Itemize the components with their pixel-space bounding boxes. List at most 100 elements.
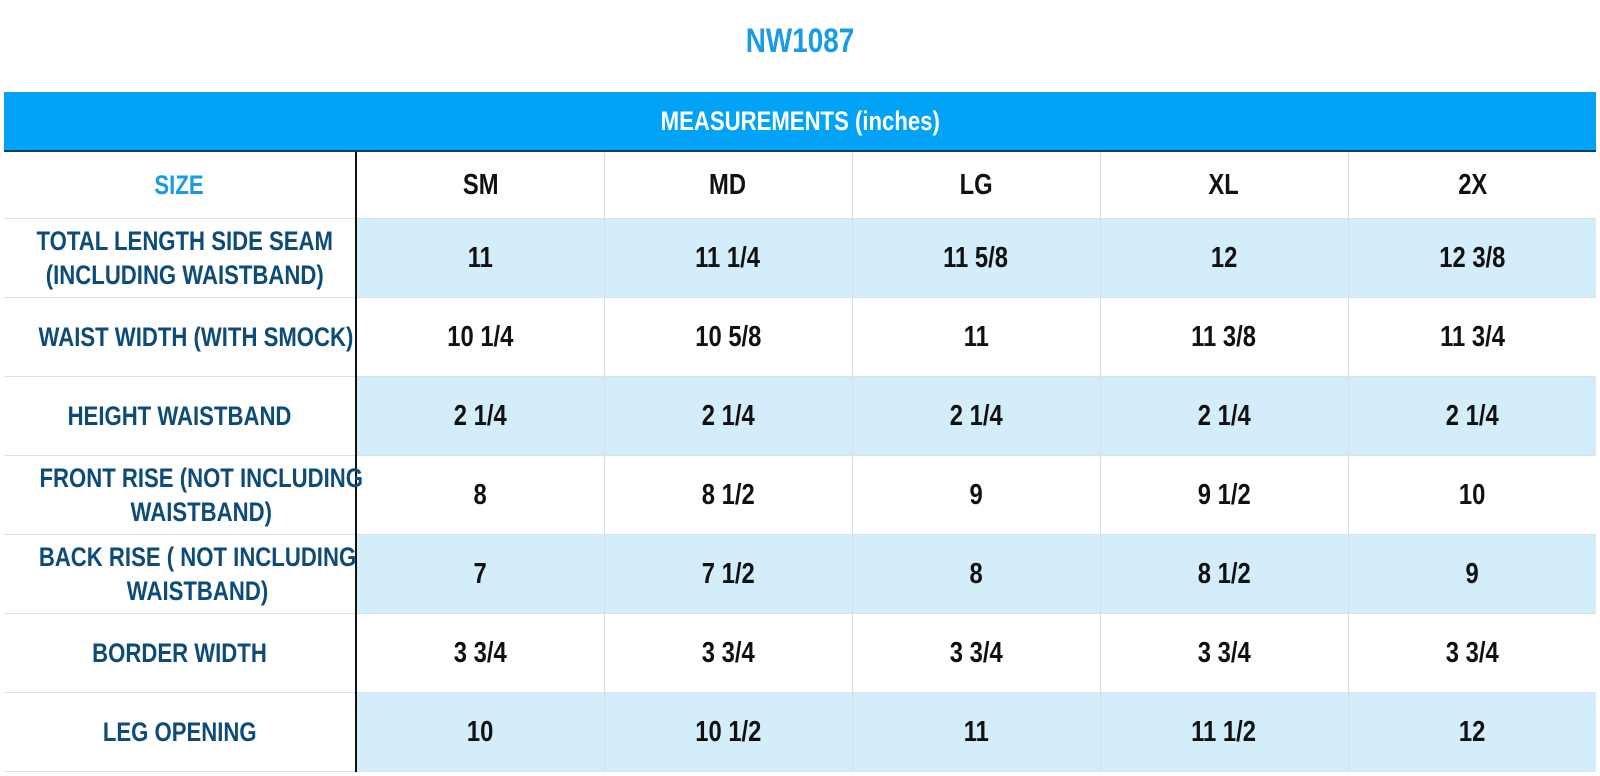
measurement-value: 11 [963,320,989,353]
measurement-value: 11 3/4 [1439,320,1505,353]
size-label: SIZE [154,170,205,200]
measurement-value-cell: 3 3/4 [1099,613,1348,693]
measurement-label-line: (INCLUDING WAISTBAND) [45,260,324,290]
measurement-value: 12 [1210,241,1238,274]
measurement-value-cell: 12 3/8 [1347,218,1597,298]
size-header-cell: SM [355,151,604,219]
measurement-value: 10 [1459,478,1486,511]
measurement-value-cell: 3 3/4 [851,613,1100,693]
measurement-value: 9 [1465,557,1479,590]
measurement-value: 3 3/4 [1445,636,1499,669]
measurement-label-line: WAIST WIDTH (WITH SMOCK) [38,322,354,352]
measurement-value-cell: 11 1/2 [1099,692,1348,772]
measurement-label-cell: BORDER WIDTH [4,613,357,693]
measurement-label-cell: HEIGHT WAISTBAND [4,376,357,456]
measurement-value: 3 3/4 [701,636,755,669]
measurement-value: 2 1/4 [453,399,507,432]
measurement-value: 11 [467,241,493,274]
size-header-row: SIZE SM MD LG XL 2X [4,151,1597,219]
measurement-value-cell: 8 [851,534,1100,614]
table-row: BACK RISE ( NOT INCLUDING WAISTBAND) 7 7 1/… [4,534,1597,614]
measurement-value-cell: 8 1/2 [603,455,852,535]
measurement-value: 10 1/2 [694,715,762,748]
size-header-cell: XL [1099,151,1348,219]
size-header: LG [959,168,993,201]
table-banner-row: MEASUREMENTS (inches) [4,92,1597,152]
measurement-label: WAIST WIDTH (WITH SMOCK) [39,320,354,354]
measurement-value-cell: 3 3/4 [355,613,604,693]
measurement-value-cell: 11 1/4 [603,218,852,298]
size-header: SM [462,168,499,201]
measurement-label-line: BACK RISE ( NOT INCLUDING [38,542,357,572]
size-header-cell: LG [851,151,1100,219]
measurement-label-cell: LEG OPENING [4,692,357,772]
table-row: LEG OPENING 10 10 1/2 11 11 1/2 12 [4,692,1597,772]
measurement-value: 8 [969,557,983,590]
size-header: 2X [1457,168,1487,201]
measurement-label-line: WAISTBAND) [130,497,272,527]
measurement-value: 11 1/2 [1191,715,1257,748]
measurement-value: 11 5/8 [943,241,1009,274]
measurement-value: 7 1/2 [701,557,755,590]
table-row: HEIGHT WAISTBAND 2 1/4 2 1/4 2 1/4 2 1/4 2 1/… [4,376,1597,456]
measurement-value-cell: 9 1/2 [1099,455,1348,535]
measurement-value-cell: 8 [355,455,604,535]
measurement-label-cell: TOTAL LENGTH SIDE SEAM (INCLUDING WAISTBA… [4,218,357,298]
table-heading: MEASUREMENTS (inches) [4,92,1597,152]
measurement-label-cell: FRONT RISE (NOT INCLUDING WAISTBAND) [4,455,363,535]
measurement-value: 11 1/4 [695,241,761,274]
measurement-value-cell: 8 1/2 [1099,534,1348,614]
measurement-label-line: HEIGHT WAISTBAND [67,401,292,431]
measurement-value-cell: 12 [1347,692,1597,772]
measurement-value: 9 1/2 [1197,478,1251,511]
size-chart-table: MEASUREMENTS (inches) SIZE SM MD LG XL 2… [4,92,1597,772]
measurement-value-cell: 9 [1347,534,1597,614]
size-header: XL [1208,168,1240,201]
measurement-label-line: TOTAL LENGTH SIDE SEAM [36,226,333,256]
page-title: NW1087 [745,22,855,60]
measurement-value: 2 1/4 [1445,399,1499,432]
measurement-value: 3 3/4 [949,636,1003,669]
measurement-label: BACK RISE ( NOT INCLUDING WAISTBAND) [39,540,356,608]
measurement-value-cell: 2 1/4 [1099,376,1348,456]
measurement-label: LEG OPENING [103,715,257,749]
measurement-label-line: WAISTBAND) [126,576,269,606]
measurement-label: TOTAL LENGTH SIDE SEAM (INCLUDING WAISTBA… [37,224,333,292]
measurement-value: 10 5/8 [694,320,762,353]
measurement-label-cell: BACK RISE ( NOT INCLUDING WAISTBAND) [4,534,357,614]
measurement-value-cell: 11 3/4 [1347,297,1597,377]
measurement-value-cell: 2 1/4 [603,376,852,456]
measurement-label: HEIGHT WAISTBAND [68,399,292,433]
measurement-value-cell: 2 1/4 [355,376,604,456]
measurement-value: 2 1/4 [949,399,1003,432]
size-header-cell: 2X [1347,151,1597,219]
measurement-value-cell: 12 [1099,218,1348,298]
measurement-value-cell: 10 [355,692,604,772]
measurement-value-cell: 11 [851,297,1100,377]
measurement-value-cell: 11 [851,692,1100,772]
table-heading-text: MEASUREMENTS (inches) [660,105,940,136]
measurement-value: 12 3/8 [1439,241,1506,274]
measurement-value: 8 [473,478,487,511]
measurement-value-cell: 7 1/2 [603,534,852,614]
table-row: WAIST WIDTH (WITH SMOCK) 10 1/4 10 5/8 11 11… [4,297,1597,377]
measurement-value-cell: 3 3/4 [603,613,852,693]
measurement-value: 9 [969,478,983,511]
measurement-value-cell: 10 [1347,455,1597,535]
measurement-value: 8 1/2 [701,478,755,511]
measurement-label-line: BORDER WIDTH [92,638,267,668]
measurement-value: 10 1/4 [447,320,514,353]
measurement-label: BORDER WIDTH [92,636,267,670]
measurement-value-cell: 10 1/4 [355,297,604,377]
measurement-value: 11 3/8 [1191,320,1257,353]
measurement-value-cell: 11 [355,218,604,298]
measurement-value-cell: 9 [851,455,1100,535]
measurement-value-cell: 3 3/4 [1347,613,1597,693]
measurement-value: 10 [467,715,494,748]
measurement-value: 12 [1459,715,1486,748]
measurement-value-cell: 11 3/8 [1099,297,1348,377]
measurement-value: 2 1/4 [1197,399,1251,432]
table-row: FRONT RISE (NOT INCLUDING WAISTBAND) 8 8 1/… [4,455,1597,535]
measurement-value: 11 [963,715,989,748]
measurement-value-cell: 7 [355,534,604,614]
